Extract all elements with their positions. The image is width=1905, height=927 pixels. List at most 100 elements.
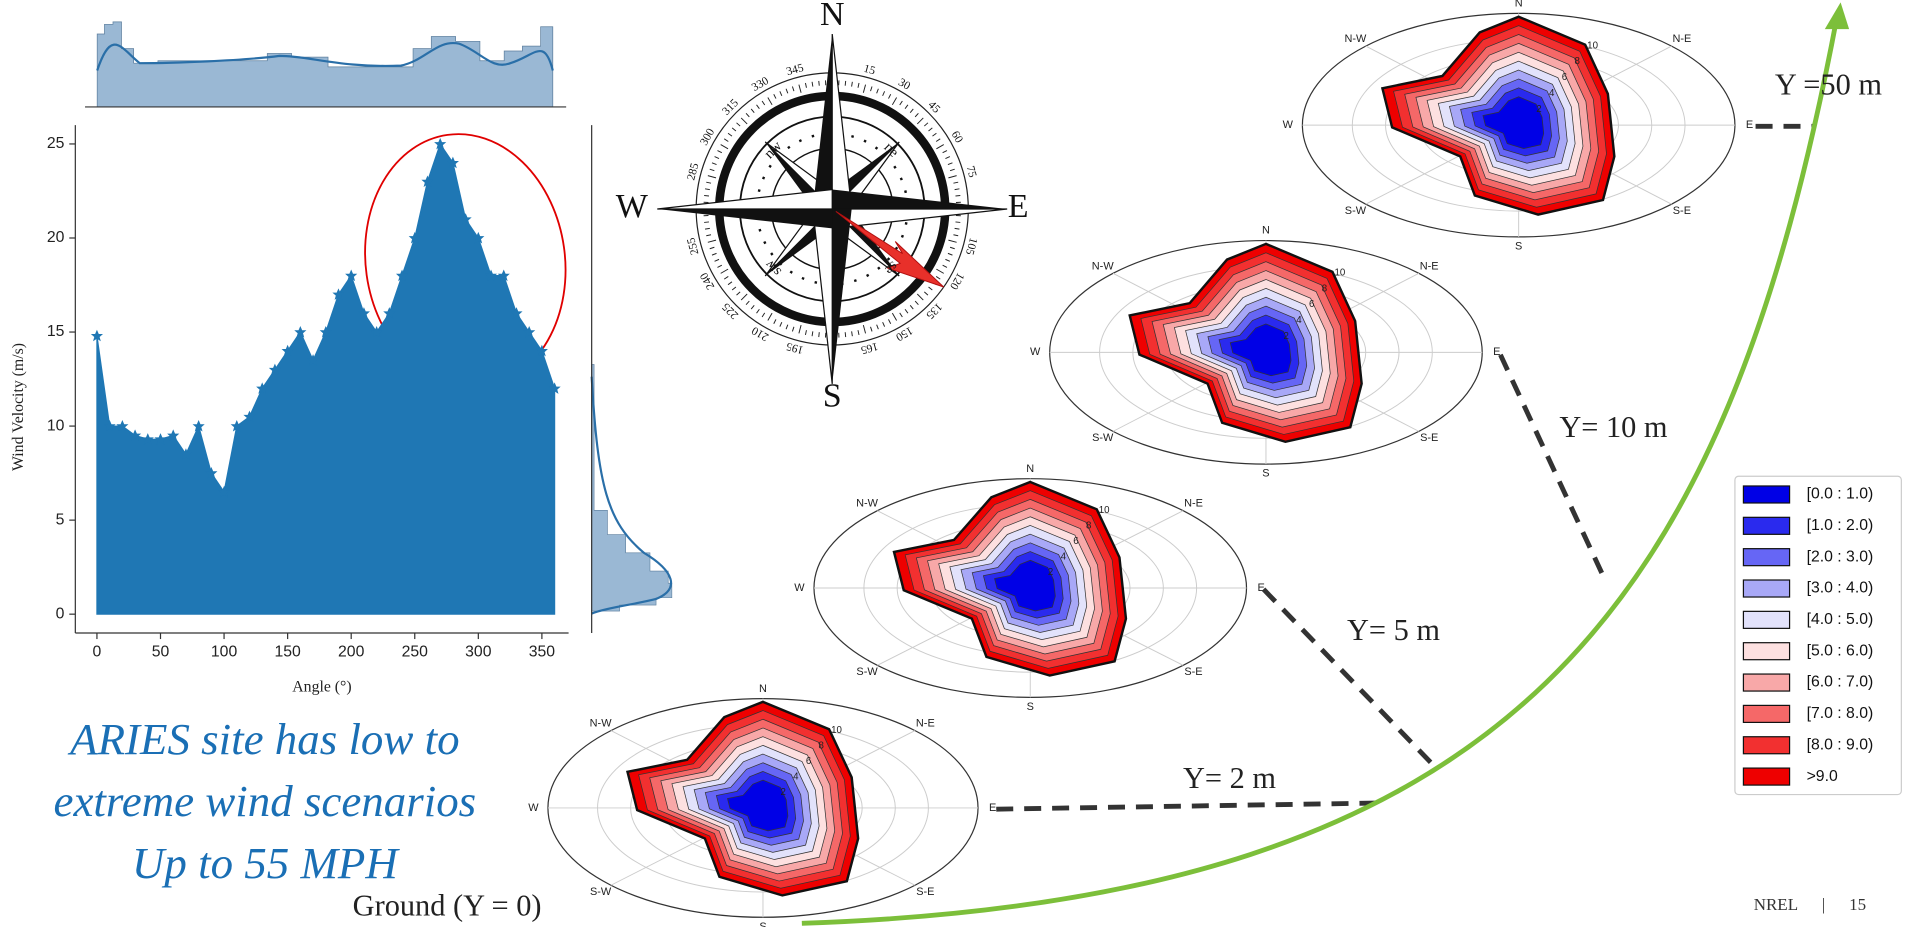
rose-rtick: 4	[1296, 315, 1302, 326]
compass-cardinal: S	[823, 377, 842, 414]
annotation: extreme wind scenarios	[54, 776, 477, 826]
compass-tick	[704, 196, 709, 197]
rose-direction: W	[794, 582, 805, 594]
rose-rtick: 2	[780, 787, 785, 798]
rose-direction: N-W	[590, 718, 613, 730]
legend-label: [5.0 : 6.0)	[1807, 642, 1874, 659]
legend-swatch	[1743, 768, 1789, 785]
rose-direction: S	[1027, 701, 1034, 713]
height-arrowhead	[1825, 2, 1849, 29]
compass-cardinal: N	[820, 0, 845, 33]
rose-direction: E	[989, 802, 996, 814]
rose-rtick: 6	[806, 756, 811, 767]
compass-cardinal: E	[1008, 188, 1029, 225]
rose-rtick: 2	[1048, 567, 1053, 578]
compass-tick	[819, 332, 820, 337]
footer-page: 15	[1849, 895, 1866, 914]
rose-rtick: 6	[1309, 299, 1314, 310]
y-tick-label: 0	[56, 605, 65, 622]
x-axis-label: Angle (°)	[292, 678, 351, 695]
rose-rtick: 8	[818, 740, 823, 751]
rose-direction: N	[1515, 0, 1523, 10]
height-label: Y= 5 m	[1347, 613, 1440, 647]
rose-rtick: 10	[831, 725, 842, 736]
rose-direction: N-E	[1184, 498, 1203, 510]
x-tick-label: 300	[465, 644, 492, 661]
legend-swatch	[1743, 643, 1789, 660]
legend-label: [1.0 : 2.0)	[1807, 517, 1874, 534]
legend-label: >9.0	[1807, 768, 1838, 785]
rose-rtick: 10	[1099, 505, 1110, 516]
y-axis-label: Wind Velocity (m/s)	[10, 343, 27, 471]
compass-tick	[955, 222, 960, 223]
slide: 0510152025050100150200250300350Angle (°)…	[0, 0, 1905, 927]
rose-rtick: 8	[1574, 56, 1579, 67]
rose-rtick: 8	[1322, 283, 1327, 294]
compass-degree: 15	[862, 63, 876, 78]
rose-direction: W	[528, 802, 539, 814]
rose-rtick: 6	[1073, 536, 1078, 547]
rose-direction: N-E	[916, 718, 935, 730]
rose-direction: S-E	[1184, 666, 1202, 678]
rose-direction: S-W	[590, 886, 612, 898]
rose-direction: N-W	[1345, 33, 1368, 45]
compass-tick	[704, 222, 709, 223]
compass-rose: 1530456075105120135150165195210225240255…	[616, 0, 1029, 414]
rose-direction: S	[759, 921, 766, 927]
footer-org: NREL	[1754, 895, 1798, 914]
legend-label: [3.0 : 4.0)	[1807, 580, 1874, 597]
x-tick-label: 150	[274, 644, 301, 661]
rose-direction: S	[1515, 241, 1522, 253]
dash-2m	[996, 803, 1375, 809]
rose-direction: S	[1262, 468, 1269, 480]
legend-swatch	[1743, 611, 1789, 628]
height-label: Y =50 m	[1775, 67, 1882, 101]
rose-direction: S-E	[916, 886, 934, 898]
rose-rtick: 4	[1549, 88, 1555, 99]
rose-rtick: 8	[1086, 520, 1091, 531]
x-tick-label: 250	[402, 644, 429, 661]
rose-rtick: 4	[1061, 552, 1067, 563]
rose-direction: N	[1026, 463, 1034, 475]
rose-direction: S-W	[1092, 432, 1114, 444]
height-label: Y= 2 m	[1183, 761, 1276, 795]
y-tick-label: 15	[47, 323, 65, 340]
rose-direction: N	[1262, 225, 1270, 237]
rose-direction: W	[1283, 119, 1294, 131]
legend-swatch	[1743, 705, 1789, 722]
rose-rtick: 2	[1284, 331, 1289, 342]
legend-swatch	[1743, 549, 1789, 566]
footer-separator: |	[1822, 895, 1825, 914]
rose-rtick: 2	[1536, 104, 1541, 115]
rose-direction: E	[1746, 119, 1753, 131]
legend-label: [8.0 : 9.0)	[1807, 736, 1874, 753]
y-tick-label: 10	[47, 417, 65, 434]
wind-envelope	[97, 144, 555, 614]
legend-swatch	[1743, 580, 1789, 597]
compass-cardinal: W	[616, 188, 649, 225]
legend-label: [4.0 : 5.0)	[1807, 611, 1874, 628]
compass-tick	[819, 81, 820, 86]
rose-direction: N-E	[1672, 33, 1691, 45]
legend: [0.0 : 1.0)[1.0 : 2.0)[2.0 : 3.0)[3.0 : …	[1735, 476, 1901, 794]
x-tick-label: 50	[152, 644, 170, 661]
annotation: Up to 55 MPH	[132, 838, 400, 888]
rose-direction: N	[759, 683, 767, 695]
rose-direction: S-W	[1345, 205, 1367, 217]
dash-10m	[1500, 355, 1603, 577]
rose-direction: S-W	[856, 666, 878, 678]
rose-direction: S-E	[1420, 432, 1438, 444]
legend-label: [2.0 : 3.0)	[1807, 548, 1874, 565]
rose-direction: N-W	[856, 498, 879, 510]
legend-label: [7.0 : 8.0)	[1807, 705, 1874, 722]
height-label: Y= 10 m	[1559, 410, 1668, 444]
rose-rtick: 6	[1562, 72, 1567, 83]
y-tick-label: 5	[56, 511, 65, 528]
compass-tick	[845, 332, 846, 337]
rose-direction: W	[1030, 346, 1041, 358]
legend-swatch	[1743, 737, 1789, 754]
legend-label: [6.0 : 7.0)	[1807, 674, 1874, 691]
y-tick-label: 20	[47, 229, 65, 246]
compass-tick	[845, 81, 846, 86]
